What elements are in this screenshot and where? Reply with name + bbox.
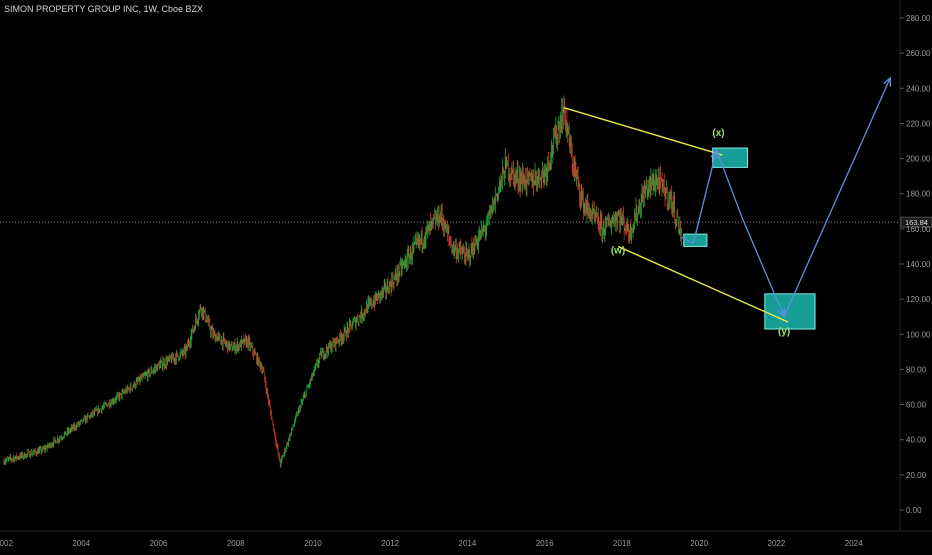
x-tick-label: 2018: [613, 539, 631, 548]
wave-labels-group: (w) (x) (y): [611, 128, 790, 338]
y-axis[interactable]: 0.00 20.00 40.00 60.00 80.00 100.00 120.00 140.…: [899, 0, 931, 530]
projection-segment: [681, 237, 694, 244]
y-tick-label: 0.00: [906, 506, 922, 515]
projection-segment: [783, 78, 890, 317]
y-tick-label: 60.00: [906, 401, 927, 410]
x-tick-label: 2008: [227, 539, 245, 548]
y-tick-label: 160.00: [906, 225, 931, 234]
y-tick-label: 280.00: [906, 14, 931, 23]
y-tick-label: 220.00: [906, 119, 931, 128]
projection-segment: [715, 149, 743, 217]
last-price-line-group: 163.84: [0, 216, 932, 228]
trendline: [563, 106, 723, 156]
wave-label: (x): [712, 128, 724, 139]
x-tick-label: 2024: [845, 539, 863, 548]
last-price-tag: [900, 216, 932, 228]
projection-group: [681, 78, 891, 317]
x-tick-label: 2002: [0, 539, 13, 548]
x-tick-label: 2020: [690, 539, 708, 548]
y-tick-label: 180.00: [906, 190, 931, 199]
trendlines-group: [563, 106, 789, 323]
projection-segment: [692, 150, 716, 244]
x-tick-label: 2012: [381, 539, 399, 548]
projection-segment: [741, 216, 784, 317]
y-tick-label: 80.00: [906, 365, 927, 374]
y-tick-label: 40.00: [906, 436, 927, 445]
chart-title: SIMON PROPERTY GROUP INC, 1W, Cboe BZX: [4, 4, 204, 14]
x-tick-label: 2014: [459, 539, 477, 548]
target-zones-group: [683, 147, 816, 330]
x-tick-label: 2016: [536, 539, 554, 548]
y-tick-label: 260.00: [906, 49, 931, 58]
x-tick-label: 2004: [72, 539, 90, 548]
y-tick-label: 20.00: [906, 471, 927, 480]
last-price-label: 163.84: [905, 218, 928, 227]
wave-label: (w): [611, 245, 625, 256]
y-tick-label: 140.00: [906, 260, 931, 269]
target-zone-box: [764, 293, 816, 330]
trendline: [617, 245, 789, 323]
y-tick-label: 200.00: [906, 155, 931, 164]
y-tick-label: 100.00: [906, 330, 931, 339]
wave-label: (y): [778, 326, 790, 337]
y-tick-label: 120.00: [906, 295, 931, 304]
candles-group: [3, 95, 682, 468]
x-tick-label: 2006: [150, 539, 168, 548]
x-axis[interactable]: 2002 2004 2006 2008 2010 2012 2014 2016 2018 2020…: [0, 530, 932, 548]
x-tick-label: 2022: [768, 539, 786, 548]
target-zone-box: [712, 147, 748, 168]
x-tick-label: 2010: [304, 539, 322, 548]
y-tick-label: 240.00: [906, 84, 931, 93]
